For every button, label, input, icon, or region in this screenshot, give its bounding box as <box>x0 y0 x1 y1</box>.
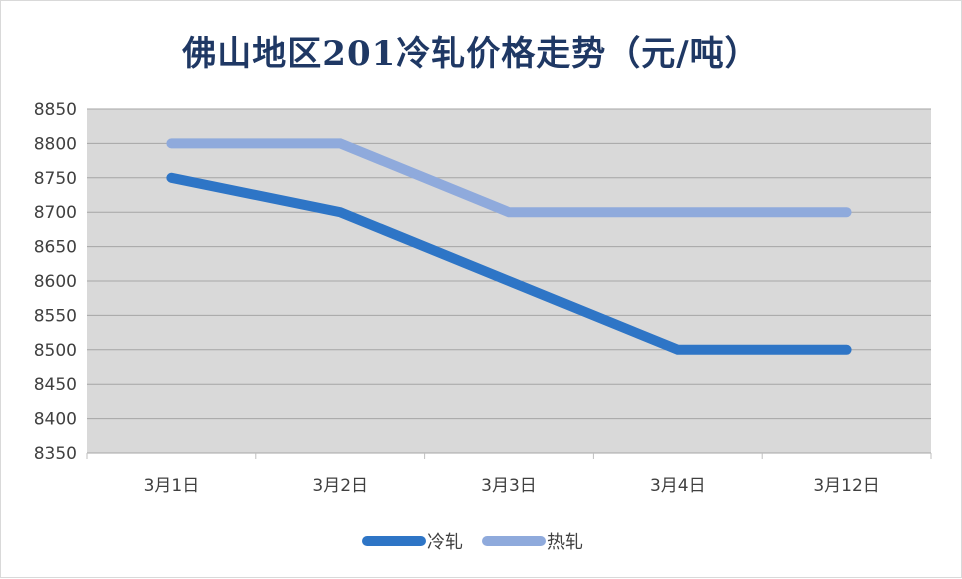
y-tick-label: 8700 <box>34 203 77 223</box>
legend-label: 冷轧 <box>427 532 463 553</box>
y-tick-label: 8600 <box>34 272 77 292</box>
y-tick-label: 8800 <box>34 134 77 154</box>
y-tick-label: 8850 <box>34 100 77 120</box>
y-tick-label: 8350 <box>34 444 77 464</box>
x-tick-label: 3月1日 <box>144 476 200 496</box>
x-tick-label: 3月4日 <box>650 476 706 496</box>
y-tick-label: 8500 <box>34 341 77 361</box>
y-tick-label: 8650 <box>34 238 77 258</box>
y-tick-label: 8400 <box>34 410 77 430</box>
legend-label: 热轧 <box>547 532 583 553</box>
x-tick-label: 3月3日 <box>481 476 537 496</box>
x-tick-label: 3月2日 <box>312 476 368 496</box>
y-tick-label: 8450 <box>34 375 77 395</box>
legend-item-cold-rolled: 冷轧 <box>367 532 463 553</box>
y-tick-label: 8750 <box>34 169 77 189</box>
x-tick-label: 3月12日 <box>813 476 879 496</box>
plot-area: 8850 8800 8750 8700 8650 8600 8550 8500 8450 8400… <box>34 100 931 496</box>
legend: 冷轧 热轧 <box>367 532 583 553</box>
chart-title: 佛山地区201冷轧价格走势（元/吨） <box>181 34 759 74</box>
y-tick-label: 8550 <box>34 306 77 326</box>
legend-item-hot-rolled: 热轧 <box>487 532 583 553</box>
